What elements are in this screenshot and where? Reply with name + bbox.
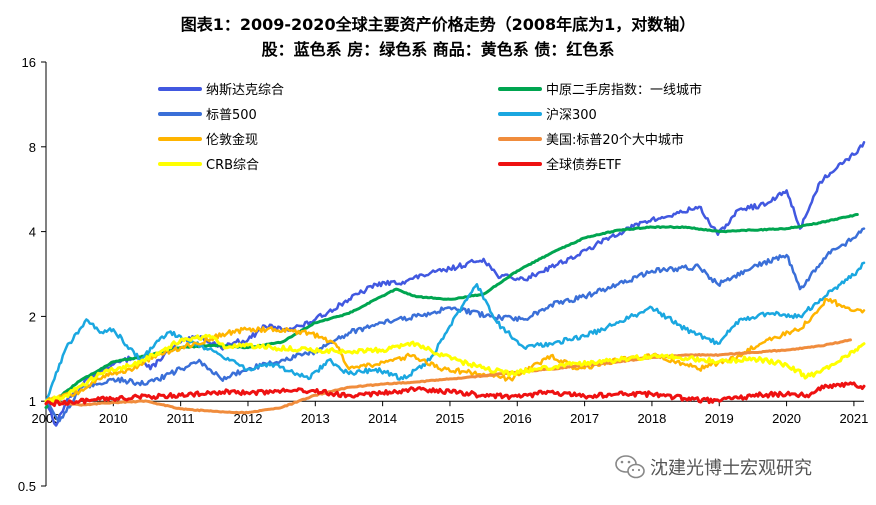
x-tick-label: 2013 [301, 411, 330, 426]
chart-subtitle: 股：蓝色系 房：绿色系 商品：黄色系 债：红色系 [261, 40, 615, 59]
y-tick-label: 2 [29, 309, 36, 324]
legend-label: 中原二手房指数：一线城市 [546, 82, 702, 98]
series-line [44, 333, 866, 404]
x-tick-label: 2010 [99, 411, 128, 426]
x-tick-label: 2015 [435, 411, 464, 426]
watermark: 沈建光博士宏观研究 [615, 455, 812, 479]
series-line [44, 381, 866, 407]
y-tick-label: 8 [29, 140, 36, 155]
x-tick-label: 2019 [705, 411, 734, 426]
x-tick-label: 2018 [637, 411, 666, 426]
legend-label: 纳斯达克综合 [206, 83, 284, 98]
x-tick-label: 2016 [503, 411, 532, 426]
chart-title: 图表1：2009-2020全球主要资产价格走势（2008年底为1，对数轴） [180, 15, 696, 34]
series-line [44, 141, 866, 427]
x-tick-label: 2020 [772, 411, 801, 426]
legend-label: CRB综合 [206, 158, 259, 173]
x-tick-label: 2017 [570, 411, 599, 426]
legend-label: 沪深300 [546, 107, 597, 123]
y-tick-label: 1 [29, 394, 36, 409]
x-tick-label: 2011 [167, 411, 195, 426]
legend-label: 全球债券ETF [546, 157, 622, 173]
series-line [44, 227, 866, 423]
y-tick-label: 16 [22, 55, 36, 70]
series-line [44, 338, 852, 415]
y-tick-label: 4 [29, 225, 36, 240]
x-tick-label: 2014 [368, 411, 397, 426]
x-tick-label: 2021 [839, 411, 868, 426]
series-layer [44, 141, 866, 427]
x-tick-label: 2012 [234, 411, 263, 426]
legend-label: 美国:标普20个大中城市 [546, 132, 684, 148]
wechat-icon [615, 455, 645, 479]
y-tick-label: 0.5 [18, 479, 36, 494]
series-line [44, 261, 866, 403]
legend-label: 标普500 [206, 108, 257, 123]
legend-label: 伦敦金现 [206, 132, 258, 148]
watermark-text: 沈建光博士宏观研究 [650, 458, 812, 479]
